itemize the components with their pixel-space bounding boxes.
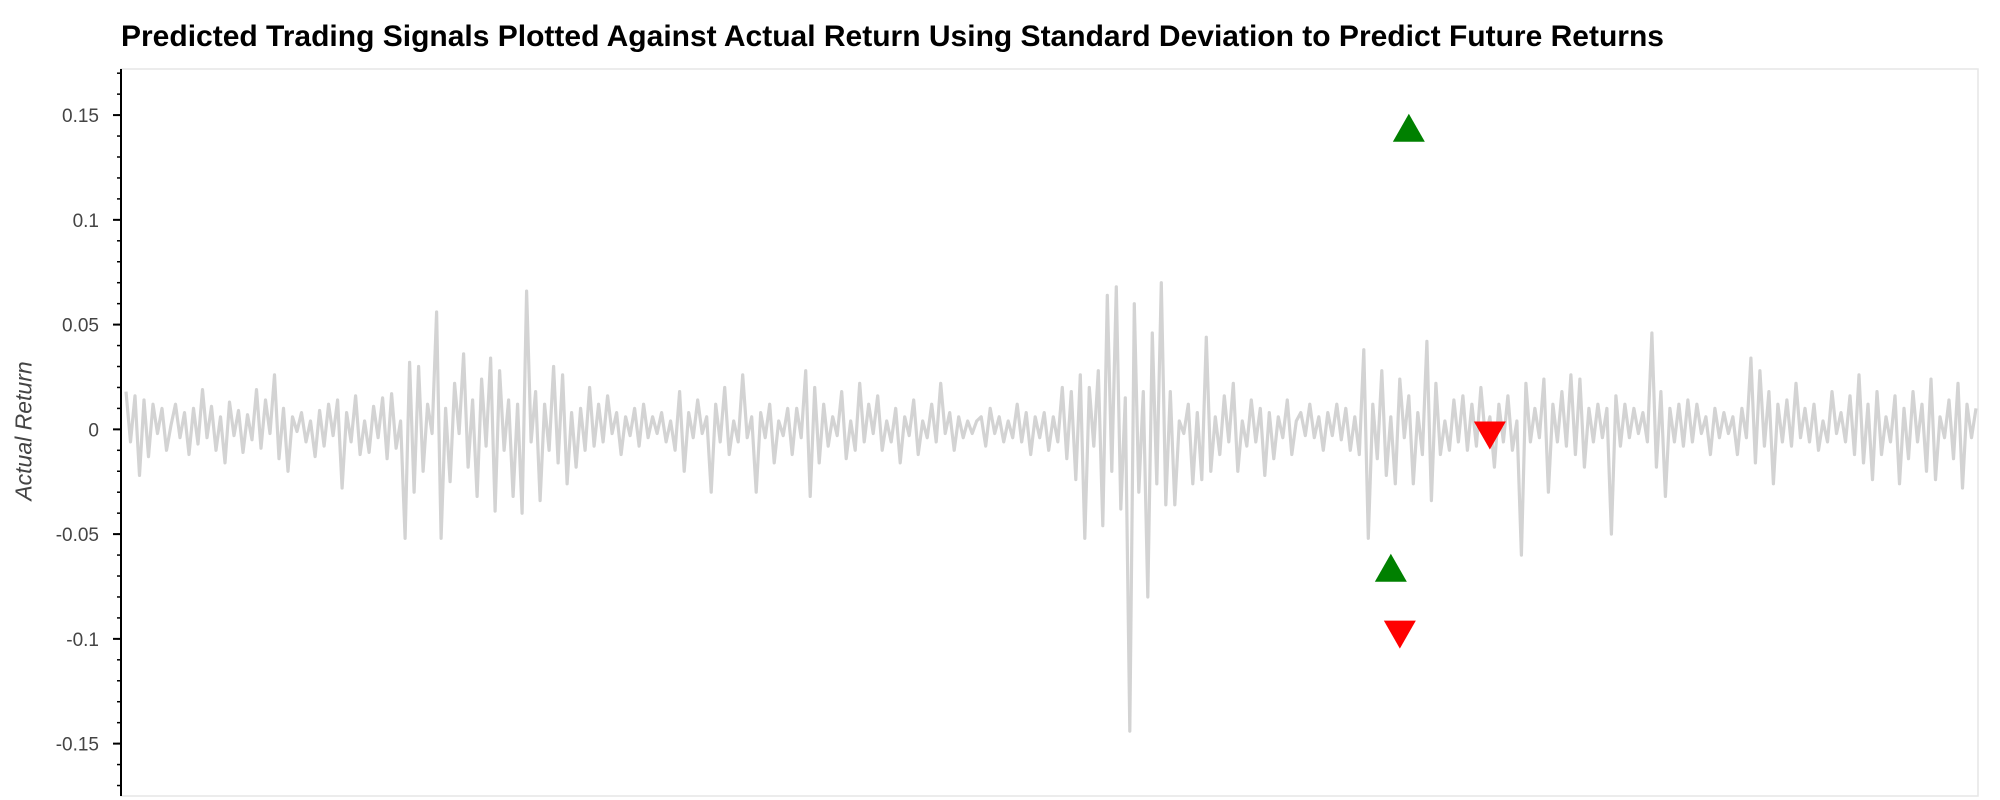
actual-return-line	[124, 281, 1978, 733]
y-axis: 0.15 0.1 0.05 0 -0.05 -0.1 -0.15	[56, 69, 122, 796]
series-layer	[124, 281, 1978, 733]
y-tick-label: -0.05	[56, 525, 99, 546]
buy-signal-marker	[1392, 113, 1425, 142]
y-tick-label: -0.15	[56, 735, 99, 756]
sell-signal-marker	[1473, 421, 1506, 450]
y-tick-label: -0.1	[66, 630, 99, 651]
y-tick-label: 0	[88, 420, 99, 441]
buy-signal-marker	[1374, 553, 1407, 582]
y-tick-label: 0.05	[62, 316, 99, 337]
y-tick-label: 0.1	[73, 211, 99, 232]
y-tick-label: 0.15	[62, 106, 99, 127]
signal-layer	[1374, 113, 1506, 649]
sell-signal-marker	[1383, 620, 1416, 649]
chart-title: Predicted Trading Signals Plotted Agains…	[121, 20, 1664, 53]
